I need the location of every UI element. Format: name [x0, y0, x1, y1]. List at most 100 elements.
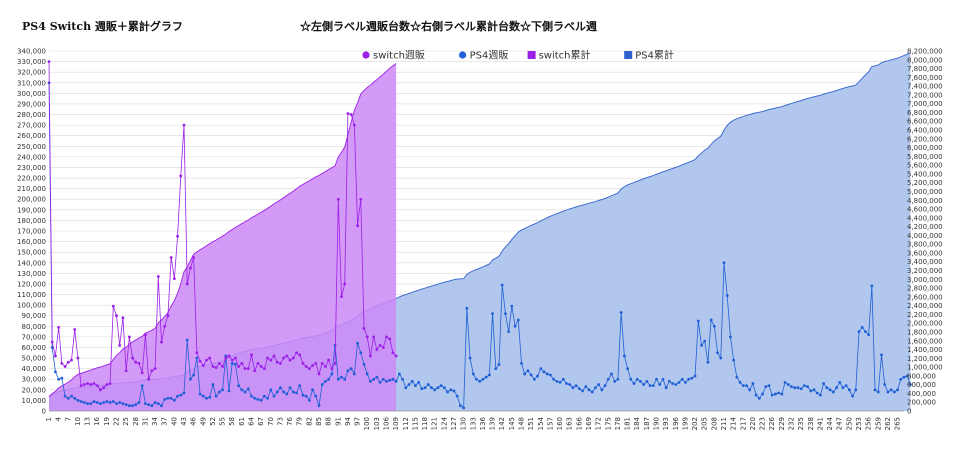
x-axis-tick-label: 97	[354, 417, 362, 426]
point-PS4週販	[642, 383, 646, 386]
point-PS4週販	[619, 311, 623, 314]
point-PS4週販	[256, 397, 260, 401]
x-axis-tick-label: 247	[836, 417, 844, 430]
point-PS4週販	[610, 372, 613, 376]
point-PS4週販	[147, 403, 151, 407]
point-switch週販	[362, 327, 366, 330]
point-switch週販	[144, 333, 147, 337]
point-PS4週販	[764, 385, 768, 389]
left-axis-tick-label: 190,000	[17, 206, 46, 214]
point-PS4週販	[446, 390, 449, 394]
point-PS4週販	[156, 402, 160, 405]
x-axis-tick-label: 223	[759, 417, 767, 430]
x-axis-tick-label: 196	[672, 416, 680, 430]
x-axis-tick-label: 136	[479, 416, 487, 430]
point-PS4週販	[275, 390, 279, 394]
x-axis-tick-label: 241	[816, 417, 824, 430]
point-PS4週販	[532, 377, 536, 381]
point-PS4週販	[324, 379, 327, 383]
point-PS4週販	[314, 394, 318, 398]
point-switch週販	[160, 340, 163, 344]
x-axis-tick-label: 184	[633, 416, 641, 430]
point-PS4週販	[597, 383, 601, 386]
x-axis-tick-label: 265	[894, 417, 902, 430]
point-PS4週販	[513, 324, 517, 328]
x-axis-tick-label: 115	[411, 417, 419, 430]
point-PS4週販	[606, 377, 610, 381]
point-switch週販	[240, 361, 244, 365]
point-PS4週販	[491, 312, 494, 315]
point-PS4週販	[700, 343, 703, 347]
point-switch週販	[262, 367, 266, 371]
point-PS4週販	[594, 386, 597, 390]
point-PS4週販	[291, 390, 295, 394]
point-PS4週販	[802, 384, 806, 387]
right-axis-tick-label: 5,200,000	[907, 179, 943, 187]
x-axis-tick-label: 226	[768, 416, 776, 430]
point-PS4週販	[835, 386, 838, 390]
point-switch週販	[89, 383, 93, 386]
point-switch週販	[156, 275, 160, 278]
point-PS4週販	[230, 361, 234, 365]
point-switch週販	[166, 314, 170, 318]
legend-item: PS4週販	[459, 50, 508, 62]
x-axis-tick-label: 70	[267, 417, 275, 426]
x-axis-tick-label: 169	[585, 417, 593, 430]
point-PS4週販	[414, 384, 417, 387]
point-switch週販	[54, 354, 57, 358]
point-switch週販	[291, 356, 295, 360]
point-PS4週販	[793, 386, 797, 390]
x-axis-tick-label: 37	[161, 417, 169, 426]
left-axis-tick-label: 10,000	[22, 397, 47, 405]
legend: switch週販 PS4週販 switch累計 PS4累計	[362, 49, 674, 62]
point-PS4週販	[504, 312, 507, 315]
right-axis-tick-label: 5,600,000	[907, 162, 943, 170]
right-axis-tick-label: 0	[907, 408, 911, 416]
right-axis-tick-label: 7,200,000	[907, 91, 943, 99]
point-PS4週販	[841, 386, 845, 390]
point-PS4週販	[639, 379, 642, 383]
x-axis-tick-label: 130	[460, 417, 468, 430]
point-PS4週販	[664, 386, 668, 390]
point-switch週販	[295, 351, 298, 355]
point-switch週販	[320, 361, 324, 365]
left-axis-tick-label: 340,000	[17, 48, 46, 56]
point-PS4週販	[127, 404, 131, 408]
point-PS4週販	[687, 377, 691, 381]
point-PS4週販	[253, 396, 257, 400]
point-PS4週販	[189, 377, 192, 381]
x-axis-tick-label: 22	[113, 417, 121, 426]
left-axis-tick-label: 230,000	[17, 164, 46, 172]
point-switch週販	[298, 353, 302, 357]
x-axis-tick-label: 10	[74, 417, 82, 426]
x-axis-tick-label: 40	[170, 417, 178, 426]
point-PS4週販	[844, 384, 848, 387]
point-PS4週販	[864, 330, 867, 333]
point-PS4週販	[185, 338, 189, 342]
x-axis-tick-label: 43	[180, 417, 188, 426]
point-PS4週販	[95, 401, 99, 404]
left-axis-tick-label: 160,000	[17, 238, 46, 246]
x-axis-tick-label: 31	[141, 417, 149, 426]
point-switch週販	[195, 351, 199, 355]
point-PS4週販	[632, 382, 636, 385]
point-PS4週販	[76, 399, 80, 402]
point-switch週販	[279, 361, 282, 365]
x-axis-tick-label: 181	[624, 417, 632, 430]
x-axis-tick-label: 193	[662, 417, 670, 430]
x-axis-tick-label: 172	[595, 417, 603, 430]
point-PS4週販	[111, 400, 115, 403]
x-axis-tick-label: 7	[64, 417, 72, 421]
point-PS4週販	[224, 354, 228, 358]
point-PS4週販	[568, 383, 572, 386]
x-axis-tick-label: 94	[344, 416, 352, 425]
point-PS4週販	[285, 392, 289, 396]
legend-marker	[459, 51, 467, 59]
point-switch週販	[324, 365, 327, 368]
point-switch週販	[105, 383, 109, 386]
point-PS4週販	[571, 386, 575, 390]
point-PS4週販	[909, 383, 912, 386]
point-PS4週販	[561, 377, 565, 381]
point-PS4週販	[774, 392, 777, 396]
point-PS4週販	[401, 377, 404, 381]
